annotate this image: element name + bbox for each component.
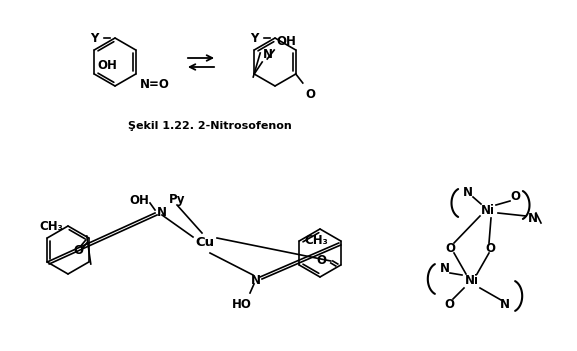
Text: CH₃: CH₃ <box>39 219 63 232</box>
Text: HO: HO <box>232 298 252 311</box>
Text: Cu: Cu <box>196 237 215 250</box>
Text: N: N <box>528 212 538 225</box>
Text: Y: Y <box>91 32 99 45</box>
Text: CH₃: CH₃ <box>304 234 328 247</box>
Text: O: O <box>74 244 84 257</box>
Text: OH: OH <box>276 35 296 48</box>
Text: Ni: Ni <box>465 273 479 286</box>
Text: Py: Py <box>168 192 185 205</box>
Text: OH: OH <box>129 193 149 206</box>
Text: O: O <box>306 88 316 101</box>
Text: O: O <box>445 241 455 254</box>
Text: Şekil 1.22. 2-Nitrosofenon: Şekil 1.22. 2-Nitrosofenon <box>128 121 292 131</box>
Text: Y: Y <box>250 32 259 45</box>
Text: N: N <box>251 273 261 286</box>
Text: O: O <box>510 190 520 203</box>
Text: Ni: Ni <box>481 204 495 217</box>
Text: O: O <box>444 298 454 311</box>
Text: O: O <box>317 253 327 266</box>
Text: N: N <box>263 48 273 61</box>
Text: N: N <box>157 206 167 219</box>
Text: O: O <box>485 241 495 254</box>
Text: N: N <box>440 261 450 274</box>
Text: N=O: N=O <box>140 78 170 91</box>
Text: OH: OH <box>97 59 117 72</box>
Text: N: N <box>500 298 510 311</box>
Text: N: N <box>463 185 473 199</box>
